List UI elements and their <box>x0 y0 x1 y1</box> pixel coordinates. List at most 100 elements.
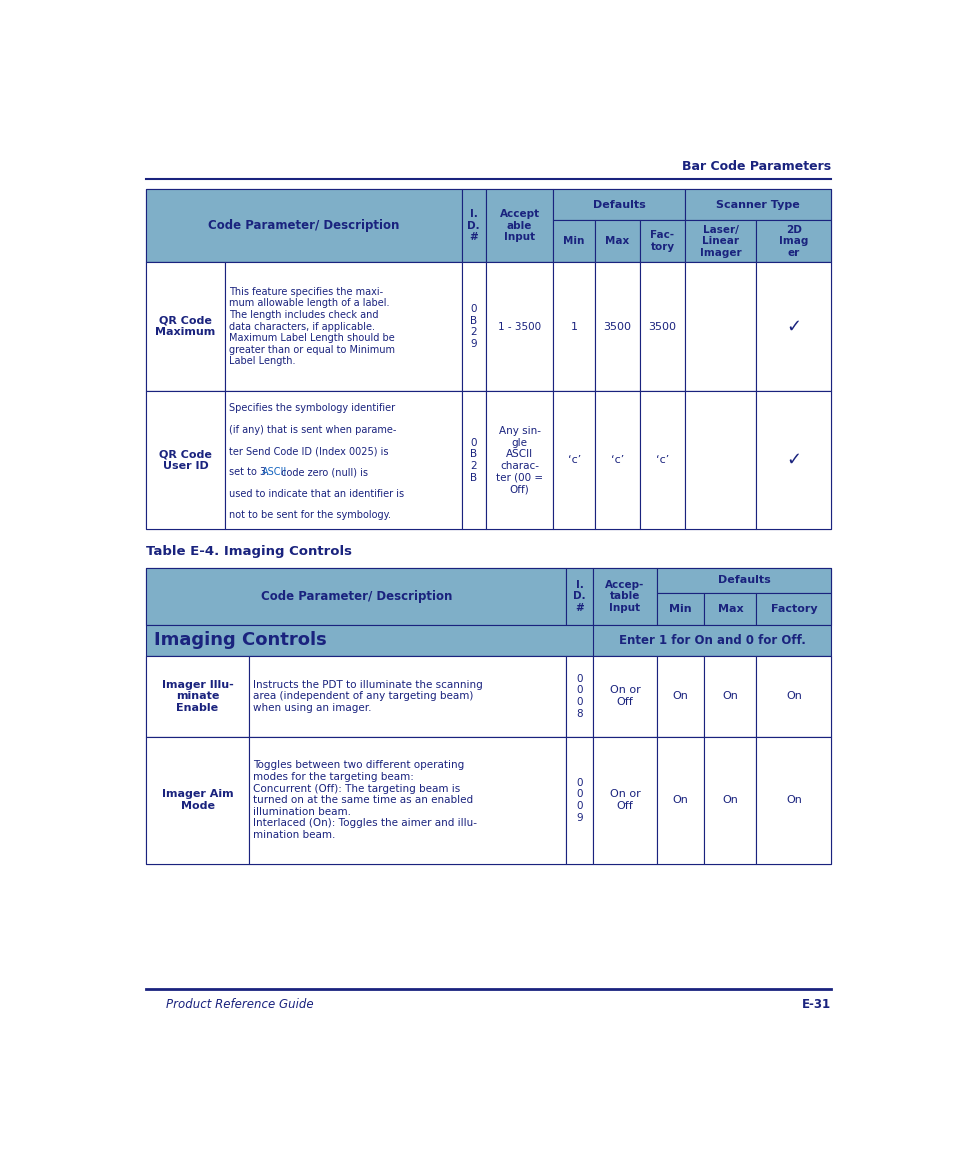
Text: E-31: E-31 <box>801 998 831 1011</box>
Text: not to be sent for the symbology.: not to be sent for the symbology. <box>229 510 391 520</box>
Bar <box>566 568 592 625</box>
Bar <box>146 625 831 656</box>
Text: Toggles between two different operating
modes for the targeting beam:
Concurrent: Toggles between two different operating … <box>253 760 476 840</box>
Bar <box>461 262 485 391</box>
Text: On: On <box>785 691 801 701</box>
Text: Imager Aim
Mode: Imager Aim Mode <box>162 789 233 811</box>
Bar <box>146 391 224 530</box>
Bar <box>146 262 224 391</box>
Bar <box>553 262 595 391</box>
Text: QR Code
Maximum: QR Code Maximum <box>155 315 215 337</box>
Text: ‘c’: ‘c’ <box>656 455 668 465</box>
Text: 3500: 3500 <box>648 321 676 331</box>
Text: Defaults: Defaults <box>592 199 645 210</box>
Text: used to indicate that an identifier is: used to indicate that an identifier is <box>229 489 404 498</box>
Text: Accept
able
Input: Accept able Input <box>499 209 539 242</box>
Text: Laser/
Linear
Imager: Laser/ Linear Imager <box>700 225 740 257</box>
Bar <box>684 262 756 391</box>
Text: Imager Illu-
minate
Enable: Imager Illu- minate Enable <box>161 679 233 713</box>
Bar <box>146 737 249 863</box>
Text: On: On <box>785 795 801 806</box>
Text: Factory: Factory <box>770 604 817 614</box>
Bar <box>684 391 756 530</box>
Bar <box>639 262 684 391</box>
Bar <box>756 656 831 737</box>
Bar <box>249 737 566 863</box>
Bar <box>657 656 703 737</box>
Bar <box>146 391 831 530</box>
Bar <box>146 568 831 625</box>
Text: 3500: 3500 <box>603 321 631 331</box>
Text: Code Parameter/ Description: Code Parameter/ Description <box>208 219 399 232</box>
Text: I.
D.
#: I. D. # <box>573 580 585 613</box>
Text: Min: Min <box>563 236 584 246</box>
Text: ‘c’: ‘c’ <box>610 455 623 465</box>
Bar <box>592 568 657 625</box>
Text: On: On <box>672 795 688 806</box>
Bar <box>249 656 566 737</box>
Text: On or
Off: On or Off <box>609 685 639 707</box>
Bar <box>703 737 756 863</box>
Bar <box>553 220 595 262</box>
Text: This feature specifies the maxi-
mum allowable length of a label.
The length inc: This feature specifies the maxi- mum all… <box>229 286 395 366</box>
Bar <box>756 220 831 262</box>
Bar <box>703 656 756 737</box>
Text: Scanner Type: Scanner Type <box>716 199 800 210</box>
Bar <box>592 737 657 863</box>
Bar <box>224 262 461 391</box>
Bar <box>684 220 756 262</box>
Text: On: On <box>672 691 688 701</box>
Text: 0
B
2
B: 0 B 2 B <box>470 438 476 482</box>
Bar <box>146 189 461 262</box>
Bar <box>146 656 249 737</box>
Bar <box>146 189 831 262</box>
Text: ASCII: ASCII <box>261 467 287 478</box>
Bar <box>485 391 553 530</box>
Bar <box>553 391 595 530</box>
Bar <box>146 737 831 863</box>
Text: On: On <box>721 795 738 806</box>
Bar <box>566 656 592 737</box>
Bar <box>595 391 639 530</box>
Bar <box>566 737 592 863</box>
Text: 0
B
2
9: 0 B 2 9 <box>470 304 476 349</box>
Text: set to 3.: set to 3. <box>229 467 273 478</box>
Bar <box>461 391 485 530</box>
Bar <box>592 656 657 737</box>
Text: 0
0
0
8: 0 0 0 8 <box>576 673 582 719</box>
Bar <box>657 568 831 592</box>
Bar <box>756 592 831 625</box>
Text: Specifies the symbology identifier: Specifies the symbology identifier <box>229 403 395 414</box>
Text: QR Code
User ID: QR Code User ID <box>159 450 212 471</box>
Text: Min: Min <box>669 604 691 614</box>
Bar <box>485 189 553 262</box>
Text: I.
D.
#: I. D. # <box>467 209 479 242</box>
Bar <box>461 189 485 262</box>
Text: Code Parameter/ Description: Code Parameter/ Description <box>260 590 452 603</box>
Text: ‘c’: ‘c’ <box>567 455 580 465</box>
Text: 0
0
0
9: 0 0 0 9 <box>576 778 582 823</box>
Text: ✓: ✓ <box>785 318 801 336</box>
Text: Max: Max <box>605 236 629 246</box>
Text: Enter 1 for On and 0 for Off.: Enter 1 for On and 0 for Off. <box>618 634 804 647</box>
Bar <box>684 189 831 220</box>
Bar <box>595 262 639 391</box>
Text: Table E-4. Imaging Controls: Table E-4. Imaging Controls <box>146 545 352 557</box>
Text: 1 - 3500: 1 - 3500 <box>497 321 540 331</box>
Text: ter Send Code ID (Index 0025) is: ter Send Code ID (Index 0025) is <box>229 446 389 455</box>
Bar <box>146 568 566 625</box>
Bar <box>657 592 703 625</box>
Text: 1: 1 <box>570 321 578 331</box>
Text: Accep-
table
Input: Accep- table Input <box>604 580 644 613</box>
Text: (if any) that is sent when parame-: (if any) that is sent when parame- <box>229 424 396 435</box>
Text: Any sin-
gle
ASCII
charac-
ter (00 =
Off): Any sin- gle ASCII charac- ter (00 = Off… <box>496 427 542 494</box>
Text: code zero (null) is: code zero (null) is <box>277 467 367 478</box>
Bar <box>146 262 831 391</box>
Bar <box>639 220 684 262</box>
Bar <box>756 737 831 863</box>
Text: Max: Max <box>717 604 742 614</box>
Bar <box>639 391 684 530</box>
Bar <box>756 391 831 530</box>
Text: 2D
Imag
er: 2D Imag er <box>779 225 808 257</box>
Text: On or
Off: On or Off <box>609 789 639 811</box>
